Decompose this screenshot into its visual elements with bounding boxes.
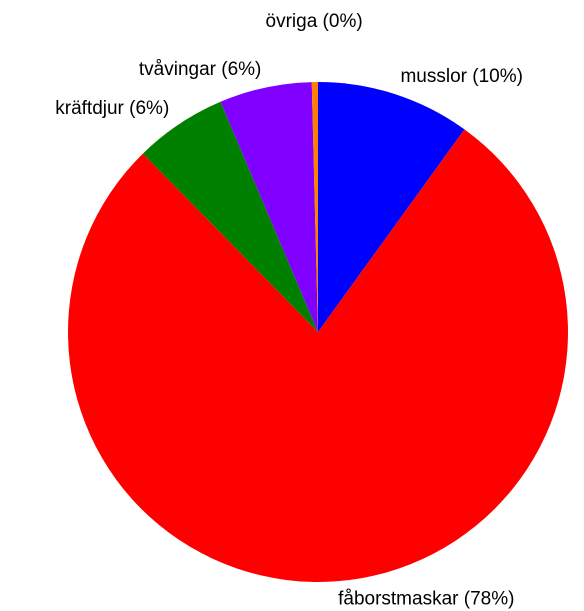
slice-label: kräftdjur (6%): [55, 98, 169, 119]
pie-slice: [318, 82, 465, 332]
slice-label: musslor (10%): [400, 66, 522, 87]
pie-slice: [68, 129, 568, 582]
pie-slice: [311, 82, 318, 332]
slice-label: tvåvingar (6%): [139, 59, 262, 80]
pie-slice: [142, 101, 318, 332]
slice-label: övriga (0%): [266, 11, 363, 32]
slice-label: fåborstmaskar (78%): [338, 588, 514, 609]
pie-slice: [220, 82, 318, 332]
